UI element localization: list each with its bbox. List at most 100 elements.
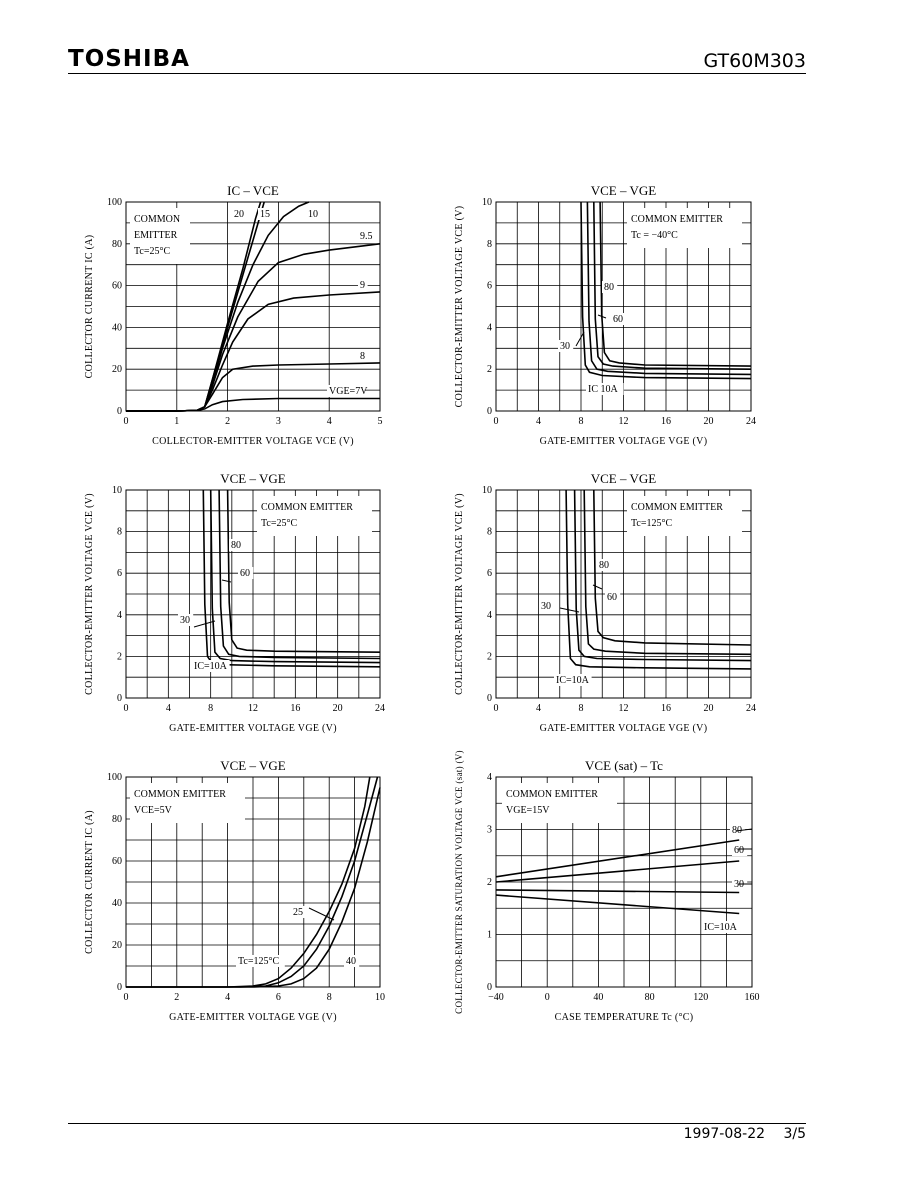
y-tick-label: 2 (487, 651, 492, 662)
y-tick-label: 1 (487, 930, 492, 941)
y-axis-label: COLLECTOR CURRENT IC (A) (84, 235, 95, 379)
series-line (495, 839, 740, 878)
chart-title: VCE (sat) – Tc (585, 758, 663, 773)
x-tick-label: 20 (704, 416, 714, 427)
x-tick-label: 4 (536, 416, 541, 427)
y-tick-label: 4 (487, 322, 492, 333)
x-axis-label: GATE-EMITTER VOLTAGE VGE (V) (169, 723, 337, 734)
curve-label: IC=10A (194, 661, 228, 672)
pointer-arrow (592, 584, 603, 590)
x-tick-label: 3 (276, 416, 281, 427)
plot-frame (495, 776, 753, 988)
x-tick-label: 5 (378, 416, 383, 427)
curve-label: 60 (734, 845, 744, 856)
curve-label-bg (291, 906, 307, 918)
y-tick-label: 100 (107, 197, 122, 208)
y-tick-label: 0 (117, 693, 122, 704)
x-tick-label: 8 (208, 703, 213, 714)
plot-frame (495, 201, 752, 412)
x-tick-label: 10 (375, 992, 385, 1003)
x-tick-label: 4 (536, 703, 541, 714)
footer-page: 3/5 (783, 1126, 806, 1142)
y-axis-label: COLLECTOR-EMITTER VOLTAGE VCE (V) (84, 493, 95, 695)
annotation-line: Tc=25°C (134, 246, 170, 257)
x-tick-label: 8 (327, 992, 332, 1003)
curve-label: 20 (234, 209, 244, 220)
annotation-line: EMITTER (134, 230, 178, 241)
y-tick-label: 60 (112, 856, 122, 867)
y-axis-label: COLLECTOR CURRENT IC (A) (84, 810, 95, 954)
x-tick-label: 16 (661, 416, 671, 427)
footer: 1997-08-22 3/5 (670, 1126, 806, 1142)
x-tick-label: 6 (276, 992, 281, 1003)
series-line (565, 489, 752, 670)
x-tick-label: 12 (248, 703, 258, 714)
annotation-line: COMMON EMITTER (506, 789, 598, 800)
y-tick-label: 0 (117, 982, 122, 993)
curve-label-bg (358, 350, 368, 362)
y-tick-label: 20 (112, 364, 122, 375)
x-tick-label: 2 (225, 416, 230, 427)
x-tick-label: 16 (290, 703, 300, 714)
curve-label-bg (192, 660, 230, 672)
curve-label-bg (730, 824, 746, 836)
curve-label-bg (236, 955, 285, 967)
footer-date: 1997-08-22 (683, 1126, 766, 1142)
curve-label: 80 (231, 540, 241, 551)
curve-label: 8 (360, 351, 365, 362)
x-axis-label: GATE-EMITTER VOLTAGE VGE (V) (540, 436, 708, 447)
series-line (573, 489, 752, 662)
x-tick-label: 0 (124, 703, 129, 714)
y-axis-label: COLLECTOR-EMITTER VOLTAGE VCE (V) (454, 493, 465, 695)
curve-label-bg (258, 208, 274, 220)
chart-title: IC – VCE (227, 183, 279, 198)
x-tick-label: 4 (166, 703, 171, 714)
x-tick-label: 24 (746, 703, 756, 714)
x-tick-label: 0 (494, 416, 499, 427)
y-tick-label: 3 (487, 825, 492, 836)
x-tick-label: −40 (488, 992, 504, 1003)
curve-label-bg (602, 281, 618, 293)
curve-label-bg (358, 279, 368, 291)
y-tick-label: 6 (117, 568, 122, 579)
y-tick-label: 0 (487, 693, 492, 704)
chart-title: VCE – VGE (591, 471, 657, 486)
annotation-line: VGE=15V (506, 805, 550, 816)
x-tick-label: 80 (645, 992, 655, 1003)
curve-label-bg (558, 340, 574, 352)
y-tick-label: 40 (112, 322, 122, 333)
curve-label-bg (597, 559, 613, 571)
x-tick-label: 20 (333, 703, 343, 714)
annotation-line: VCE=5V (134, 805, 173, 816)
series-line (495, 860, 740, 883)
part-number: GT60M303 (703, 50, 807, 72)
curve-label: 80 (599, 560, 609, 571)
series-line (593, 201, 752, 370)
curve-label: 9.5 (360, 231, 373, 242)
pointer-arrow (193, 620, 216, 628)
y-tick-label: 2 (487, 877, 492, 888)
x-tick-label: 0 (494, 703, 499, 714)
y-axis-label: COLLECTOR-EMITTER SATURATION VOLTAGE VCE… (454, 750, 464, 1014)
x-tick-label: 0 (124, 992, 129, 1003)
footer-rule (68, 1123, 806, 1124)
x-tick-label: 24 (746, 416, 756, 427)
y-tick-label: 80 (112, 814, 122, 825)
annotation-box (257, 496, 372, 536)
curve-label: 80 (604, 282, 614, 293)
header-rule (68, 73, 806, 74)
plot-frame (125, 776, 381, 988)
series-line (209, 489, 381, 664)
series-line (495, 889, 740, 894)
x-tick-label: 0 (545, 992, 550, 1003)
y-tick-label: 6 (487, 281, 492, 292)
y-tick-label: 100 (107, 772, 122, 783)
y-tick-label: 2 (487, 364, 492, 375)
curve-label: 25 (293, 907, 303, 918)
curve-label-bg (229, 539, 245, 551)
x-tick-label: 0 (124, 416, 129, 427)
brand-logo: TOSHIBA (68, 46, 190, 72)
